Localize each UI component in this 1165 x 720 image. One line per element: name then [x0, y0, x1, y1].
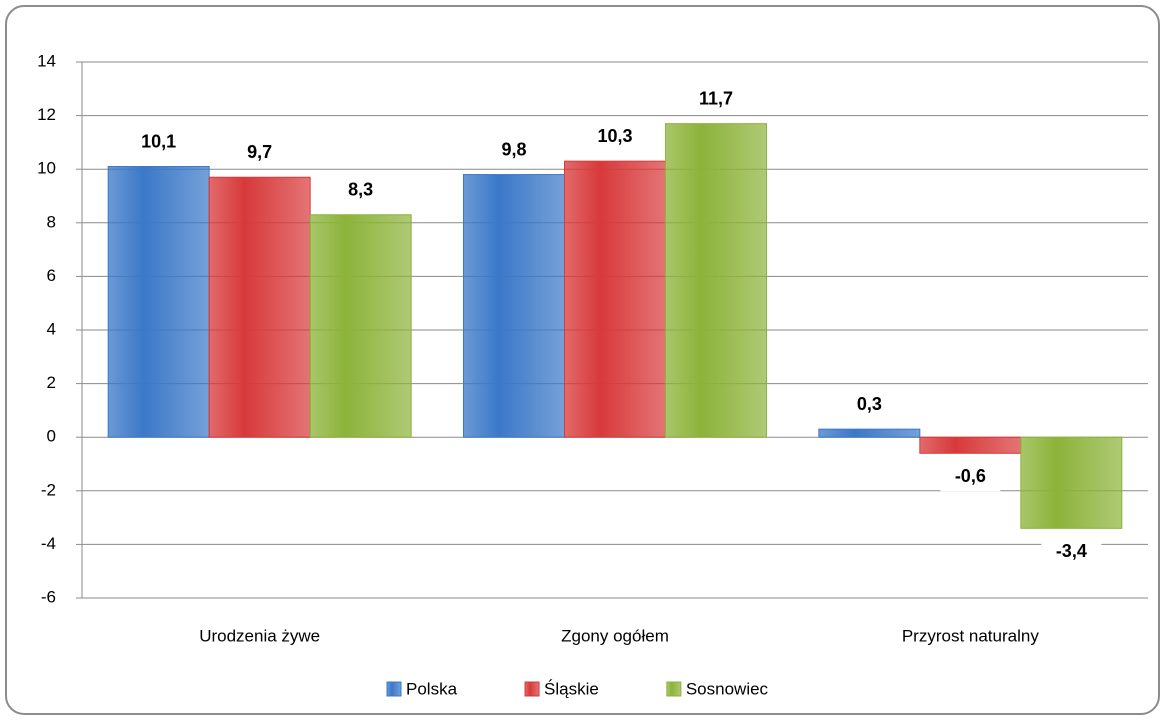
legend-label: Polska: [406, 679, 458, 698]
y-tick-label: 6: [47, 266, 56, 285]
y-tick-label: 14: [37, 51, 56, 70]
value-label-bg: [484, 136, 544, 165]
y-tick-label: 4: [47, 319, 56, 338]
legend-swatch: [666, 681, 682, 697]
bar: [208, 176, 311, 438]
value-label: 10,1: [141, 131, 176, 151]
x-tick-label: Urodzenia żywe: [199, 626, 320, 645]
bar: [564, 160, 666, 438]
value-label-bg: [940, 463, 1001, 492]
bar: [463, 174, 565, 438]
bar: [919, 436, 1022, 454]
value-label-bg: [229, 139, 290, 168]
value-label: 9,7: [247, 142, 272, 162]
bar: [1020, 436, 1123, 529]
value-label: 9,8: [501, 139, 526, 159]
x-tick-label: Zgony ogółem: [561, 626, 669, 645]
y-tick-label: 8: [47, 212, 56, 231]
value-label-bg: [585, 123, 645, 152]
value-label: -3,4: [1056, 541, 1087, 561]
value-label: 8,3: [348, 180, 373, 200]
value-label-bg: [330, 176, 391, 205]
y-tick-label: -6: [41, 587, 56, 606]
value-label-bg: [1041, 538, 1102, 567]
y-tick-label: -4: [41, 534, 56, 553]
y-tick-label: -2: [41, 480, 56, 499]
value-label: -0,6: [955, 466, 986, 486]
bar: [665, 123, 767, 438]
y-tick-label: 0: [47, 427, 56, 446]
value-label-bg: [128, 128, 189, 157]
bar: [309, 214, 412, 438]
bar: [818, 428, 921, 438]
value-label: 11,7: [699, 88, 733, 108]
value-label-bg: [839, 391, 900, 420]
y-tick-label: 12: [37, 105, 56, 124]
value-label-bg: [686, 85, 746, 114]
legend-swatch: [524, 681, 540, 697]
y-tick-label: 10: [37, 159, 56, 178]
y-tick-label: 2: [47, 373, 56, 392]
value-label: 0,3: [857, 394, 882, 414]
legend-swatch: [386, 681, 402, 697]
legend-label: Śląskie: [544, 679, 599, 698]
x-tick-label: Przyrost naturalny: [902, 626, 1039, 645]
legend-label: Sosnowiec: [686, 679, 769, 698]
bar: [107, 166, 210, 438]
value-label: 10,3: [597, 126, 632, 146]
